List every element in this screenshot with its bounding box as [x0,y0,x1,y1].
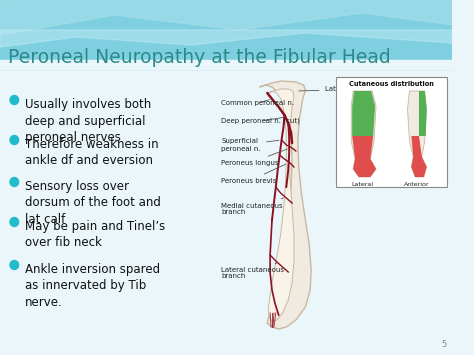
Polygon shape [0,30,452,47]
Polygon shape [352,136,376,177]
Text: Peroneus longus: Peroneus longus [221,149,288,166]
Polygon shape [352,91,375,136]
Polygon shape [260,81,311,329]
Polygon shape [0,0,452,35]
Text: May be pain and Tinel’s
over fib neck: May be pain and Tinel’s over fib neck [25,220,165,250]
Polygon shape [0,60,452,355]
Text: Ankle inversion spared
as innervated by Tib
nerve.: Ankle inversion spared as innervated by … [25,263,160,309]
Text: Lateral cutaneous n. of calf: Lateral cutaneous n. of calf [299,86,420,92]
Polygon shape [268,89,294,321]
Text: Deep peroneal n. (cut): Deep peroneal n. (cut) [221,118,301,124]
Text: Medial cutaneous
branch: Medial cutaneous branch [221,198,283,215]
Polygon shape [351,91,376,177]
Circle shape [10,95,18,104]
Text: Cutaneous distribution: Cutaneous distribution [349,81,434,87]
Polygon shape [0,0,452,65]
Circle shape [10,261,18,269]
Text: Sensory loss over
dorsum of the foot and
lat calf: Sensory loss over dorsum of the foot and… [25,180,161,226]
Circle shape [10,136,18,144]
Text: Peroneus brevis: Peroneus brevis [221,164,286,184]
Polygon shape [419,91,427,136]
Text: Lateral cutaneous
branch: Lateral cutaneous branch [221,263,284,279]
Text: Common peroneal n.: Common peroneal n. [221,100,294,106]
Text: Superficial
peroneal n.: Superficial peroneal n. [221,138,279,152]
Polygon shape [408,91,427,177]
Polygon shape [411,136,427,177]
Text: Usually involves both
deep and superficial
peroneal nerves: Usually involves both deep and superfici… [25,98,151,144]
Text: Anterior: Anterior [404,182,430,187]
FancyBboxPatch shape [336,77,447,187]
Circle shape [10,178,18,186]
Text: Peroneal Neuropathy at the Fibular Head: Peroneal Neuropathy at the Fibular Head [8,48,391,67]
Circle shape [10,218,18,226]
Text: Therefore weakness in
ankle df and eversion: Therefore weakness in ankle df and evers… [25,138,158,168]
Text: 5: 5 [441,340,447,349]
Text: Lateral: Lateral [352,182,374,187]
